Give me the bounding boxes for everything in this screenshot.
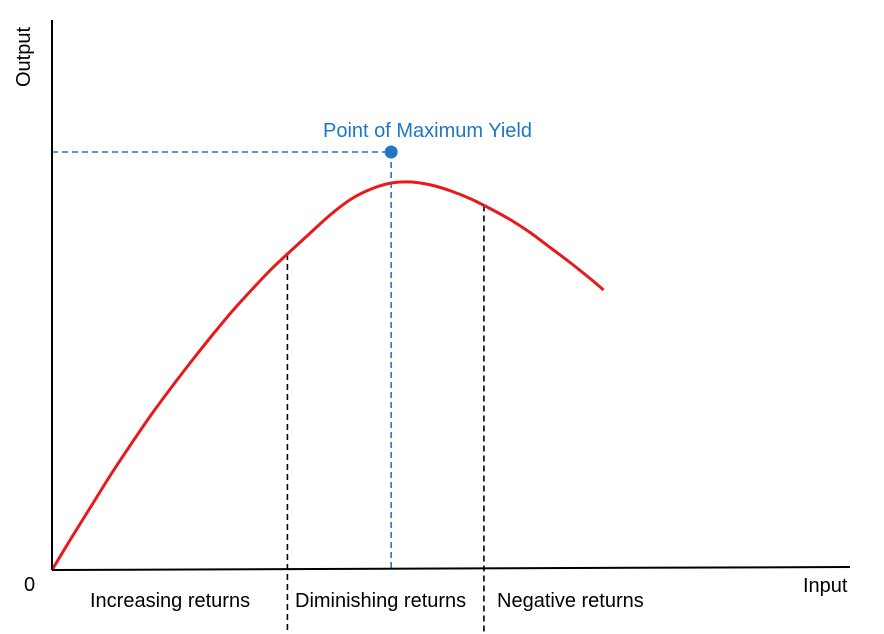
x-axis-label: Input: [803, 575, 848, 597]
guide-lines: [52, 151, 485, 634]
region-label-negative: Negative returns: [497, 590, 644, 612]
region-label-diminishing: Diminishing returns: [295, 590, 466, 612]
x-axis: [51, 566, 851, 571]
y-axis-label: Output: [13, 27, 35, 87]
peak-label: Point of Maximum Yield: [323, 120, 532, 142]
region-label-increasing: Increasing returns: [90, 590, 250, 612]
output-curve: [50, 180, 605, 571]
origin-label: 0: [24, 574, 35, 596]
peak-point: [384, 145, 398, 159]
